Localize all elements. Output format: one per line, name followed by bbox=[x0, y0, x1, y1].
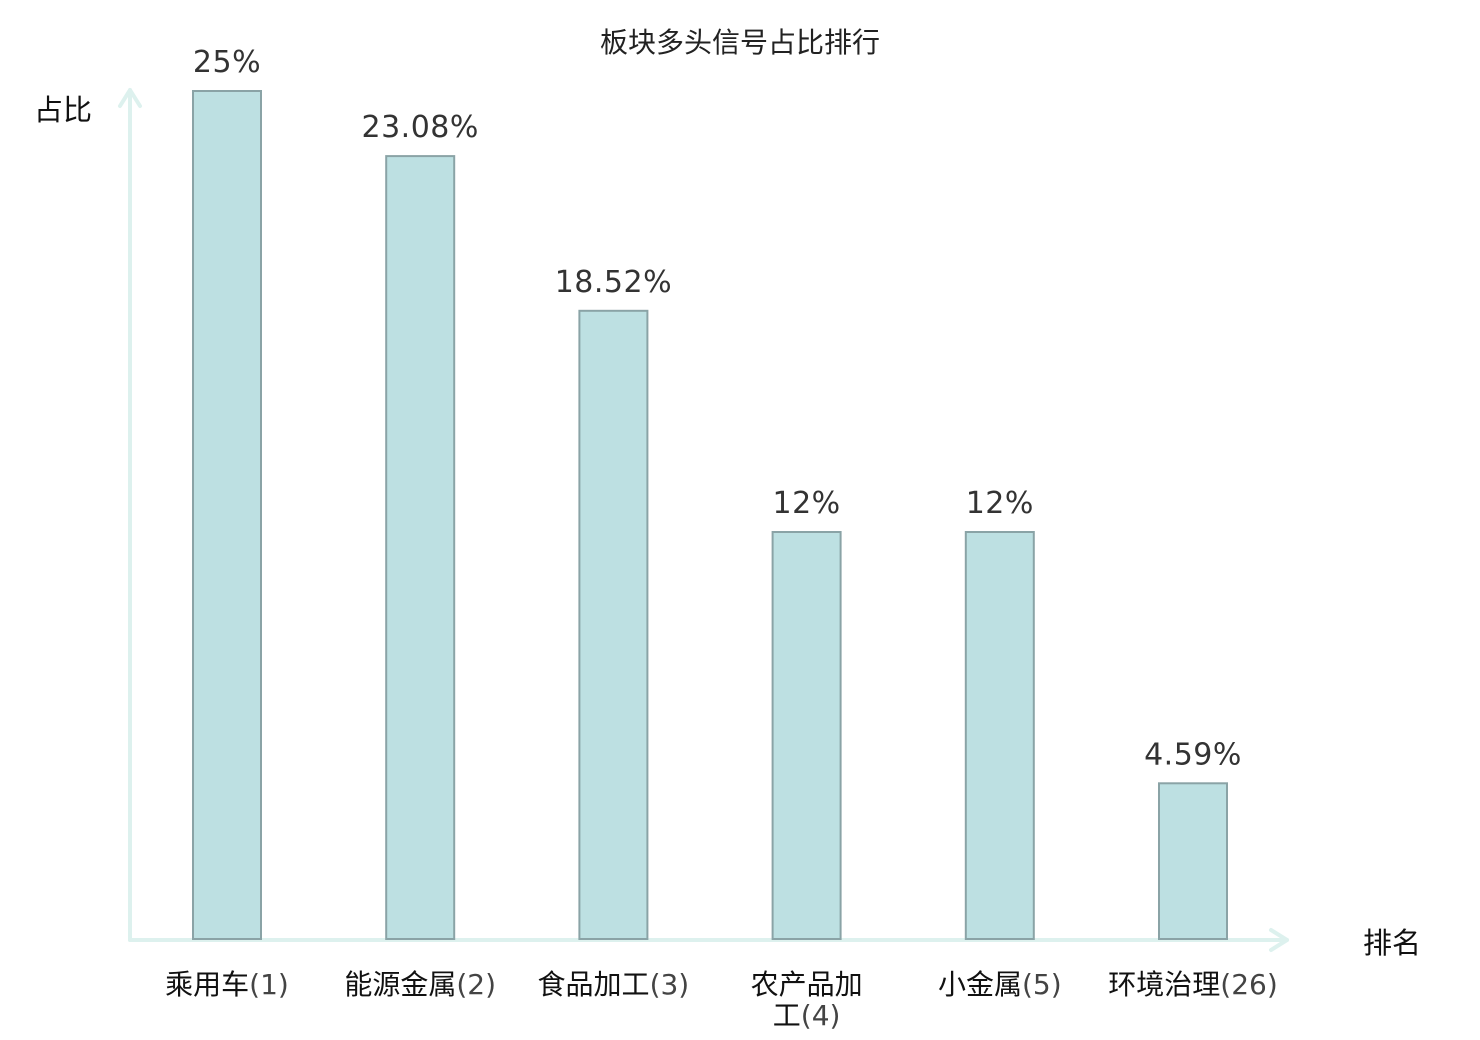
x-tick-category-name: 食品加工 bbox=[538, 968, 650, 1001]
x-tick-rank: (26) bbox=[1220, 968, 1277, 1001]
x-tick-category-name: 小金属 bbox=[938, 968, 1022, 1001]
y-axis-arrowhead bbox=[118, 88, 142, 108]
bar-value-label: 12% bbox=[966, 486, 1034, 521]
x-axis: 排名 bbox=[128, 926, 1421, 960]
value-labels: 25% 23.08% 18.52% 12% 12% 4.59% bbox=[193, 45, 1242, 772]
bar bbox=[1158, 782, 1228, 940]
x-tick-label: 乘用车(1) bbox=[165, 968, 289, 1001]
x-tick-label: 食品加工(3) bbox=[538, 968, 690, 1001]
bar bbox=[771, 531, 842, 940]
x-tick-rank: (3) bbox=[650, 968, 690, 1001]
x-tick-category-name: 环境治理 bbox=[1108, 968, 1220, 1001]
x-tick-label: 能源金属(2) bbox=[344, 968, 496, 1001]
x-axis-title: 排名 bbox=[1363, 926, 1421, 960]
x-tick-rank: (1) bbox=[249, 968, 289, 1001]
x-tick-rank: (4) bbox=[801, 999, 841, 1032]
x-tick-category-name: 能源金属 bbox=[344, 968, 456, 1001]
bar bbox=[192, 90, 262, 940]
bar bbox=[578, 309, 649, 940]
x-tick-label: 农产品加工(4) bbox=[751, 968, 863, 1032]
bar-value-label: 4.59% bbox=[1144, 737, 1242, 772]
bar-value-label: 23.08% bbox=[362, 110, 479, 145]
x-tick-label: 小金属(5) bbox=[938, 968, 1062, 1001]
bar-value-label: 12% bbox=[773, 486, 841, 521]
x-tick-category-name: 乘用车 bbox=[165, 968, 249, 1001]
chart-title: 板块多头信号占比排行 bbox=[600, 26, 880, 59]
bar-value-label: 25% bbox=[193, 45, 261, 80]
bar bbox=[964, 531, 1035, 940]
bar-value-label: 18.52% bbox=[555, 265, 672, 300]
x-tick-labels: 乘用车(1) 能源金属(2) 食品加工(3) 农产品加工(4)小金属(5) 环境治理(2… bbox=[165, 968, 1278, 1032]
y-axis: 占比 bbox=[34, 88, 142, 942]
x-tick-category-name-continued: 工 bbox=[773, 999, 801, 1032]
x-tick-label: 环境治理(26) bbox=[1108, 968, 1278, 1001]
bar bbox=[385, 155, 456, 941]
bar-series bbox=[192, 90, 1228, 941]
x-axis-arrowhead bbox=[1269, 928, 1289, 952]
y-axis-title: 占比 bbox=[34, 93, 92, 127]
x-tick-category-name: 农产品加 bbox=[751, 968, 863, 1001]
x-tick-rank: (5) bbox=[1022, 968, 1062, 1001]
x-tick-rank: (2) bbox=[456, 968, 496, 1001]
